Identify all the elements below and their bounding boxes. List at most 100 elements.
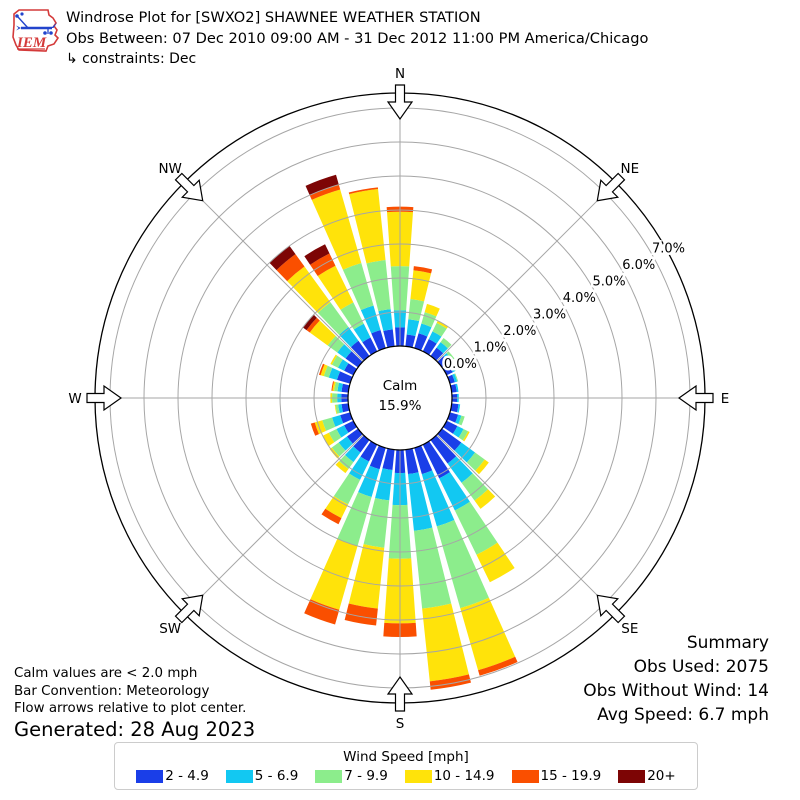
windrose-bar-segment (458, 415, 465, 426)
windrose-bar-segment (458, 428, 469, 441)
windrose-bar-segment (440, 338, 452, 349)
grid-spoke (436, 181, 617, 362)
windrose-bar-segment (430, 347, 444, 361)
windrose-bar-segment (333, 473, 361, 505)
windrose-bar-segment (422, 339, 437, 355)
radial-tick-label: 3.0% (533, 308, 566, 323)
windrose-bar-segment (328, 367, 341, 380)
windrose-bar-segment (309, 184, 341, 200)
windrose-bar-segment (345, 351, 363, 368)
windrose-bar-segment (362, 337, 378, 355)
windrose-bar-segment (336, 425, 349, 438)
windrose-bar-segment (287, 266, 331, 313)
page-title: Windrose Plot for [SWXO2] SHAWNEE WEATHE… (66, 9, 481, 26)
windrose-bar-segment (452, 373, 458, 383)
windrose-bar-segment (338, 436, 353, 451)
windrose-bar-segment (432, 322, 447, 337)
weather-vane-icon (15, 12, 57, 35)
windrose-bar-segment (446, 351, 455, 361)
plot-header: Windrose Plot for [SWXO2] SHAWNEE WEATHE… (66, 8, 648, 70)
windrose-bar-segment (346, 428, 363, 444)
windrose-bar-segment (421, 470, 455, 527)
windrose-bar-segment (339, 454, 354, 469)
legend-entry: 10 - 14.9 (404, 768, 495, 784)
windrose-bar-segment (363, 497, 390, 548)
summary-obs-used: Obs Used: 2075 (633, 657, 769, 677)
windrose-bar-segment (406, 319, 420, 336)
windrose-bar-segment (348, 187, 379, 195)
windrose-bar-segment (331, 381, 335, 391)
compass-label-e: E (721, 391, 730, 407)
windrose-bar-segment (447, 412, 459, 423)
compass-flow-arrow-icon (86, 384, 123, 412)
windrose-bar-segment (337, 492, 372, 547)
windrose-bar-segment (309, 320, 336, 346)
legend-color-patch-icon (618, 769, 646, 783)
legend-color-patch-icon (404, 769, 432, 783)
windrose-bar-segment (476, 542, 515, 583)
windrose-bar-segment (338, 404, 343, 414)
windrose-bar-segment (455, 383, 459, 393)
iem-logo-text: IEM (16, 35, 47, 51)
windrose-bar-segment (378, 309, 393, 332)
legend-entry: 20+ (618, 768, 676, 784)
windrose-bar-segment (342, 263, 374, 311)
windrose-bar-segment (317, 302, 349, 335)
windrose-bar-segment (344, 420, 357, 433)
iowa-outline (12, 9, 60, 52)
bar-convention-note: Bar Convention: Meteorology (14, 683, 210, 699)
flow-arrows-note: Flow arrows relative to plot center. (14, 701, 247, 717)
compass-flow-arrow-icon (386, 84, 414, 121)
radial-tick-label: 2.0% (503, 324, 536, 339)
compass-flow-arrow-icon (386, 675, 414, 712)
compass-label-nw: NW (158, 161, 181, 177)
windrose-bar-segment (334, 381, 339, 392)
windrose-bar-segment (337, 359, 349, 371)
windrose-bar-segment (436, 342, 448, 354)
windrose-bar-segment (349, 456, 370, 480)
windrose-bar-segment (330, 354, 338, 365)
windrose-bar-segment (478, 656, 518, 676)
windrose-bar-segment (320, 364, 328, 377)
windrose-bar-segment (337, 344, 352, 359)
windrose-bar-segment (339, 327, 359, 348)
compass-label-sw: SW (159, 621, 181, 637)
radial-tick-label: 6.0% (622, 258, 655, 273)
windrose-bar-segment (437, 428, 462, 451)
windrose-bar-segment (325, 496, 349, 519)
windrose-bar-segment (414, 333, 428, 351)
windrose-bar-segment (436, 520, 489, 609)
windrose-bar-segment (341, 383, 350, 393)
windrose-bar-segment (341, 403, 350, 413)
iem-logo-graphic: IEM (12, 9, 60, 52)
legend-entry-label: 15 - 19.9 (540, 768, 602, 784)
legend-entry: 15 - 19.9 (511, 768, 602, 784)
legend-entry-label: 20+ (647, 768, 676, 784)
compass-label-se: SE (621, 621, 638, 637)
radial-tick-label: 5.0% (593, 275, 626, 290)
windrose-bar-segment (369, 445, 386, 470)
windrose-bar-segment (305, 174, 339, 196)
windrose-bar-segment (321, 508, 342, 525)
windrose-bar-segment (322, 432, 335, 447)
calm-value: 15.9% (379, 398, 422, 414)
legend-title: Wind Speed [mph] (343, 749, 469, 765)
radial-tick-label: 1.0% (474, 341, 507, 356)
summary-avg-speed: Avg Speed: 6.7 mph (597, 705, 769, 725)
calm-note: Calm values are < 2.0 mph (14, 666, 198, 681)
calm-label: Calm (383, 378, 418, 394)
windrose-bar-segment (413, 266, 433, 274)
summary-block: Summary Obs Used: 2075 Obs Without Wind:… (583, 631, 769, 727)
windrose-bar-segment (360, 441, 378, 462)
legend-color-patch-icon (225, 769, 253, 783)
windrose-bar-segment (366, 260, 391, 312)
windrose-bar-segment (348, 544, 385, 609)
windrose-bar-segment (455, 414, 462, 424)
windrose-bar-segment (436, 320, 449, 329)
windrose-bar-segment (331, 355, 343, 368)
grid-spoke (436, 434, 617, 615)
windrose-bar-segment (418, 323, 432, 337)
windrose-bar-segment (454, 442, 476, 463)
